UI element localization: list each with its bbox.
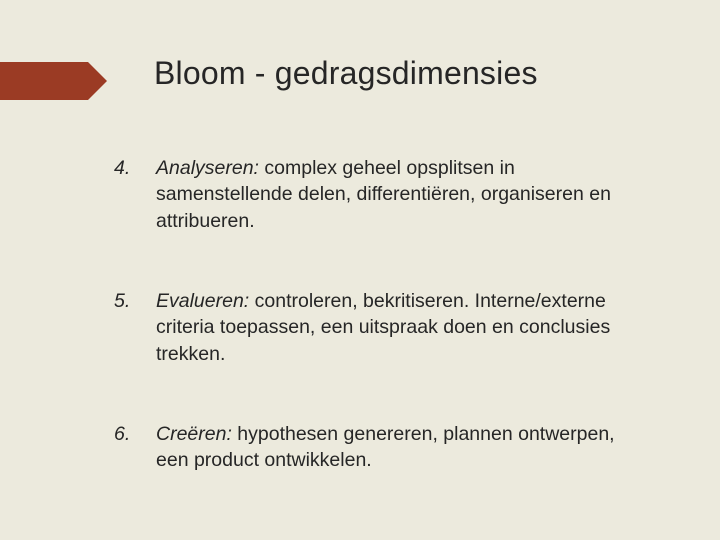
item-number: 4. bbox=[114, 155, 156, 181]
accent-arrow-icon bbox=[88, 62, 107, 100]
item-body: Analyseren: complex geheel opsplitsen in… bbox=[156, 155, 650, 234]
slide: Bloom - gedragsdimensies 4. Analyseren: … bbox=[0, 0, 720, 540]
item-list: 4. Analyseren: complex geheel opsplitsen… bbox=[114, 155, 650, 528]
item-term: Analyseren: bbox=[156, 157, 259, 179]
item-body: Creëren: hypothesen genereren, plannen o… bbox=[156, 421, 650, 474]
list-item: 5. Evalueren: controleren, bekritiseren.… bbox=[114, 288, 650, 367]
item-term: Creëren: bbox=[156, 423, 232, 445]
item-number: 6. bbox=[114, 421, 156, 447]
list-item: 4. Analyseren: complex geheel opsplitsen… bbox=[114, 155, 650, 234]
item-number: 5. bbox=[114, 288, 156, 314]
list-item: 6. Creëren: hypothesen genereren, planne… bbox=[114, 421, 650, 474]
item-body: Evalueren: controleren, bekritiseren. In… bbox=[156, 288, 650, 367]
accent-bar bbox=[0, 62, 88, 100]
slide-title: Bloom - gedragsdimensies bbox=[154, 55, 538, 92]
item-term: Evalueren: bbox=[156, 290, 249, 312]
